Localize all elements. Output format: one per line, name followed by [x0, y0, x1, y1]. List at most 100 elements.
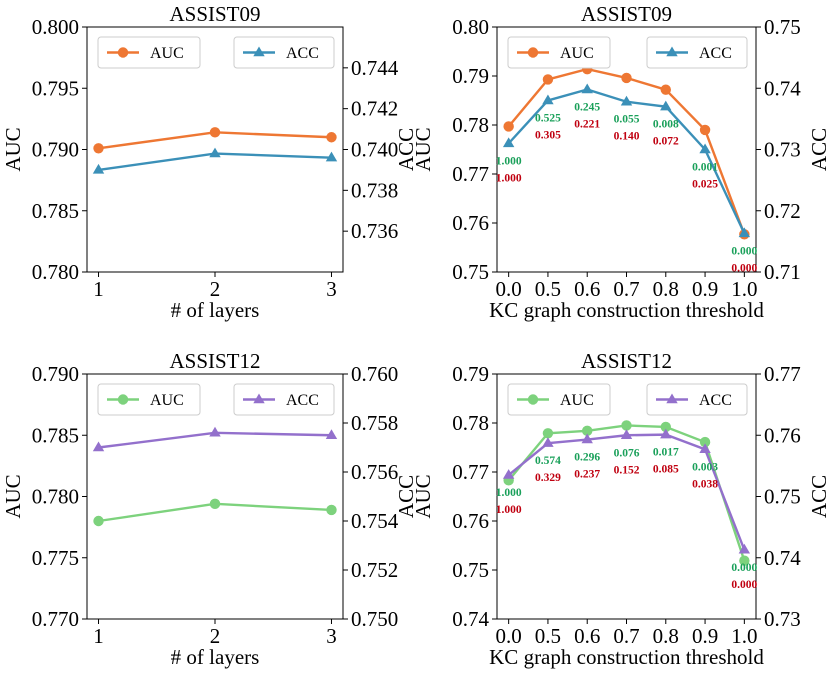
x-tick-label: 3 [326, 277, 337, 301]
y2-tick-label: 0.758 [351, 411, 398, 435]
legend-marker [117, 47, 129, 58]
legend-marker [117, 394, 129, 405]
point-auc [621, 420, 632, 431]
point-acc [738, 543, 751, 554]
point-auc [699, 124, 711, 136]
y2-tick-label: 0.750 [351, 607, 398, 631]
x-tick-label: 1.0 [731, 277, 757, 301]
point-acc [660, 428, 672, 439]
annotation-bottom: 0.038 [692, 478, 718, 490]
y-tick-label: 0.74 [452, 607, 489, 631]
x-tick-label: 0.6 [574, 624, 600, 648]
legend-label: AUC [560, 392, 594, 409]
annotation-bottom: 0.152 [614, 464, 640, 476]
x-tick-label: 1 [93, 624, 104, 648]
point-auc [660, 84, 671, 95]
annotation-top: 0.076 [614, 447, 640, 459]
legend-marker [253, 393, 265, 404]
annotation-bottom: 0.000 [731, 579, 757, 591]
y-tick-label: 0.780 [32, 485, 79, 509]
annotation-bottom: 1.000 [496, 504, 522, 516]
y2-tick-label: 0.75 [764, 15, 801, 39]
chart-title: ASSIST12 [581, 349, 672, 373]
legend-acc: ACC [646, 36, 748, 69]
y-axis-label: AUC [411, 474, 435, 518]
y-tick-label: 0.800 [32, 15, 79, 39]
annotation-bottom: 0.140 [614, 131, 640, 143]
y2-tick-label: 0.73 [764, 607, 801, 631]
y-tick-label: 0.795 [32, 76, 79, 100]
y-tick-label: 0.79 [452, 362, 489, 386]
legend-box [97, 383, 201, 416]
x-tick-label: 0.5 [535, 277, 561, 301]
legend-label: ACC [286, 392, 319, 409]
legend-box [646, 36, 748, 69]
point-acc [581, 83, 593, 94]
point-acc [738, 227, 751, 238]
y2-tick-label: 0.75 [764, 485, 801, 509]
point-acc [581, 433, 593, 444]
annotation-top: 0.574 [535, 455, 561, 467]
point-acc [542, 94, 554, 105]
y2-tick-label: 0.77 [764, 362, 801, 386]
y-tick-label: 0.76 [452, 509, 489, 533]
panel-p2: ASSIST09 0.75 0.76 0.77 0.78 0.79 0.80 0.71 0.72… [411, 2, 831, 322]
chart-title: ASSIST09 [581, 2, 672, 26]
legend-marker [666, 46, 678, 57]
legend-marker [527, 394, 539, 405]
point-auc [326, 132, 337, 143]
x-tick-label: 0.8 [653, 624, 679, 648]
annotation-top: 1.000 [496, 155, 522, 167]
x-tick-label: 0.9 [692, 624, 718, 648]
y2-axis-label: ACC [807, 475, 831, 518]
annotation-top: 0.055 [614, 114, 640, 126]
legend-box [233, 36, 335, 69]
point-acc [209, 147, 221, 158]
y2-tick-label: 0.72 [764, 199, 801, 223]
point-acc [502, 469, 515, 479]
point-auc [542, 428, 554, 439]
y-tick-label: 0.785 [32, 199, 79, 223]
x-axis-label: # of layers [171, 645, 260, 669]
y2-tick-label: 0.752 [351, 558, 398, 582]
annotation-top: 0.525 [535, 113, 561, 125]
legend-box [646, 383, 748, 416]
x-tick-label: 0.5 [535, 624, 561, 648]
legend-box [507, 383, 611, 416]
legend-marker [527, 47, 539, 58]
y2-tick-label: 0.740 [351, 138, 398, 162]
chart-title: ASSIST09 [169, 2, 260, 26]
y2-tick-label: 0.736 [351, 219, 398, 243]
legend-box [233, 383, 335, 416]
legend-acc: ACC [646, 383, 748, 416]
point-acc [209, 426, 221, 437]
legend-acc: ACC [233, 383, 335, 416]
y-tick-label: 0.79 [452, 64, 489, 88]
point-auc [503, 121, 514, 132]
y-tick-label: 0.75 [452, 558, 489, 582]
point-acc [699, 443, 711, 454]
y-tick-label: 0.78 [452, 113, 489, 137]
y2-axis-label: ACC [394, 128, 418, 171]
legend-auc: AUC [507, 36, 611, 69]
legend-label: ACC [699, 392, 732, 409]
y-tick-label: 0.790 [32, 138, 79, 162]
point-acc [620, 95, 633, 106]
y2-tick-label: 0.754 [351, 509, 399, 533]
point-acc [502, 137, 515, 148]
panel-p4: ASSIST12 0.74 0.75 0.76 0.77 0.78 0.79 0.73 0.74… [411, 349, 831, 669]
legend-auc: AUC [97, 36, 201, 69]
legend-marker [253, 46, 265, 57]
annotation-bottom: 0.072 [653, 136, 679, 148]
y2-tick-label: 0.74 [764, 546, 801, 570]
point-acc [325, 429, 338, 439]
y2-axis-label: ACC [394, 475, 418, 518]
legend-marker [666, 393, 678, 404]
annotation-bottom: 0.237 [574, 469, 600, 481]
y2-tick-label: 0.73 [764, 138, 801, 162]
x-tick-label: 0.8 [653, 277, 679, 301]
y2-tick-label: 0.71 [764, 260, 801, 284]
point-auc [739, 555, 750, 566]
point-auc [209, 127, 221, 138]
y2-tick-label: 0.76 [764, 423, 801, 447]
